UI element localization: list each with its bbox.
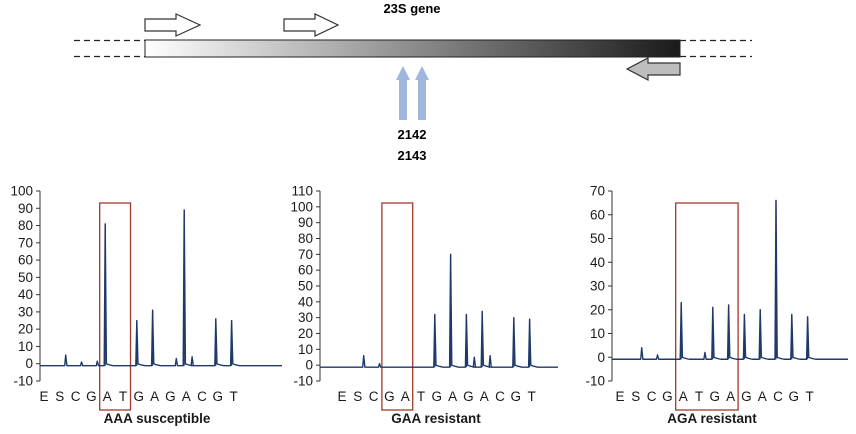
snp-arrow-2142 — [396, 66, 410, 120]
gene-bar — [144, 39, 681, 58]
dispensation-label: G — [432, 389, 443, 404]
y-tick-label: 0 — [25, 356, 33, 371]
dispensation-label: E — [39, 389, 48, 404]
y-tick-label: 110 — [291, 184, 313, 199]
dispensation-label: A — [448, 389, 457, 404]
y-tick-label: 10 — [298, 342, 313, 357]
dispensation-label: A — [679, 389, 688, 404]
dispensation-label: T — [527, 389, 535, 404]
y-tick-label: 70 — [590, 184, 605, 199]
y-tick-label: 60 — [590, 207, 605, 222]
dispensation-label: A — [150, 389, 159, 404]
y-tick-label: 30 — [590, 279, 605, 294]
y-tick-label: 100 — [290, 199, 313, 214]
y-tick-label: 10 — [590, 326, 605, 341]
dispensation-label: G — [789, 389, 800, 404]
y-tick-label: 40 — [590, 255, 605, 270]
y-tick-label: 30 — [298, 310, 313, 325]
dispensation-label: G — [134, 389, 145, 404]
dispensation-label: A — [103, 389, 112, 404]
highlight-box — [381, 202, 414, 411]
forward-primer-arrow-1 — [144, 13, 202, 37]
dispensation-label: A — [401, 389, 410, 404]
pyrogram-trace — [612, 199, 848, 360]
dispensation-label: A — [182, 389, 191, 404]
dispensation-label: T — [417, 389, 425, 404]
dispensation-label: S — [353, 389, 362, 404]
y-tick-label: 0 — [597, 350, 605, 365]
chart-title: AAA susceptible — [104, 411, 211, 426]
y-tick-label: 20 — [298, 326, 313, 341]
y-tick-label: 100 — [10, 184, 33, 199]
y-tick-label: 70 — [298, 247, 313, 262]
y-tick-label: 40 — [298, 294, 313, 309]
highlight-box — [675, 202, 739, 411]
forward-primer-arrow-2 — [283, 13, 340, 37]
dispensation-label: A — [758, 389, 767, 404]
dispensation-label: C — [369, 389, 379, 404]
dispensation-label: A — [726, 389, 735, 404]
pyrogram-trace — [320, 253, 558, 368]
position-label-2143: 2143 — [398, 148, 427, 163]
chart-title: AGA resistant — [667, 411, 757, 426]
dispensation-label: G — [384, 389, 395, 404]
y-tick-label: 80 — [298, 231, 313, 246]
dispensation-label: G — [213, 389, 224, 404]
y-tick-label: 30 — [18, 304, 33, 319]
dispensation-label: A — [480, 389, 489, 404]
position-label-2142: 2142 — [398, 127, 427, 142]
pyrogram-trace — [40, 209, 282, 367]
y-tick-label: 70 — [18, 235, 33, 250]
y-tick-label: 60 — [18, 253, 33, 268]
dispensation-label: E — [615, 389, 624, 404]
y-tick-label: 40 — [18, 287, 33, 302]
dispensation-label: G — [511, 389, 522, 404]
dispensation-label: E — [337, 389, 346, 404]
dispensation-label: T — [805, 389, 813, 404]
dispensation-label: T — [119, 389, 127, 404]
y-tick-label: 50 — [298, 279, 313, 294]
y-tick-label: -10 — [13, 374, 33, 389]
y-tick-label: 10 — [18, 339, 33, 354]
gene-title: 23S gene — [383, 1, 440, 16]
dispensation-label: C — [71, 389, 81, 404]
dispensation-label: C — [495, 389, 505, 404]
y-tick-label: 90 — [18, 201, 33, 216]
dispensation-label: G — [710, 389, 721, 404]
dispensation-label: G — [86, 389, 97, 404]
dispensation-label: G — [662, 389, 673, 404]
y-tick-label: 50 — [590, 231, 605, 246]
reverse-primer-arrow — [625, 57, 681, 81]
chart-title: GAA resistant — [391, 411, 481, 426]
snp-arrow-2143 — [415, 66, 429, 120]
y-tick-label: -10 — [585, 374, 605, 389]
dispensation-label: S — [631, 389, 640, 404]
dispensation-label: T — [229, 389, 237, 404]
y-tick-label: 60 — [298, 263, 313, 278]
dispensation-label: C — [647, 389, 657, 404]
dispensation-label: G — [463, 389, 474, 404]
y-tick-label: -10 — [293, 374, 313, 389]
y-tick-label: 20 — [18, 322, 33, 337]
y-tick-label: 50 — [18, 270, 33, 285]
y-tick-label: 80 — [18, 218, 33, 233]
highlight-box — [99, 202, 132, 411]
dispensation-label: G — [741, 389, 752, 404]
y-tick-label: 0 — [305, 358, 313, 373]
dispensation-label: S — [55, 389, 64, 404]
y-tick-label: 90 — [298, 215, 313, 230]
dispensation-label: C — [773, 389, 783, 404]
dispensation-label: C — [197, 389, 207, 404]
dispensation-label: G — [165, 389, 176, 404]
gene-diagram: 23S gene 2142 2143 — [74, 1, 752, 163]
dispensation-label: T — [695, 389, 703, 404]
y-tick-label: 20 — [590, 302, 605, 317]
